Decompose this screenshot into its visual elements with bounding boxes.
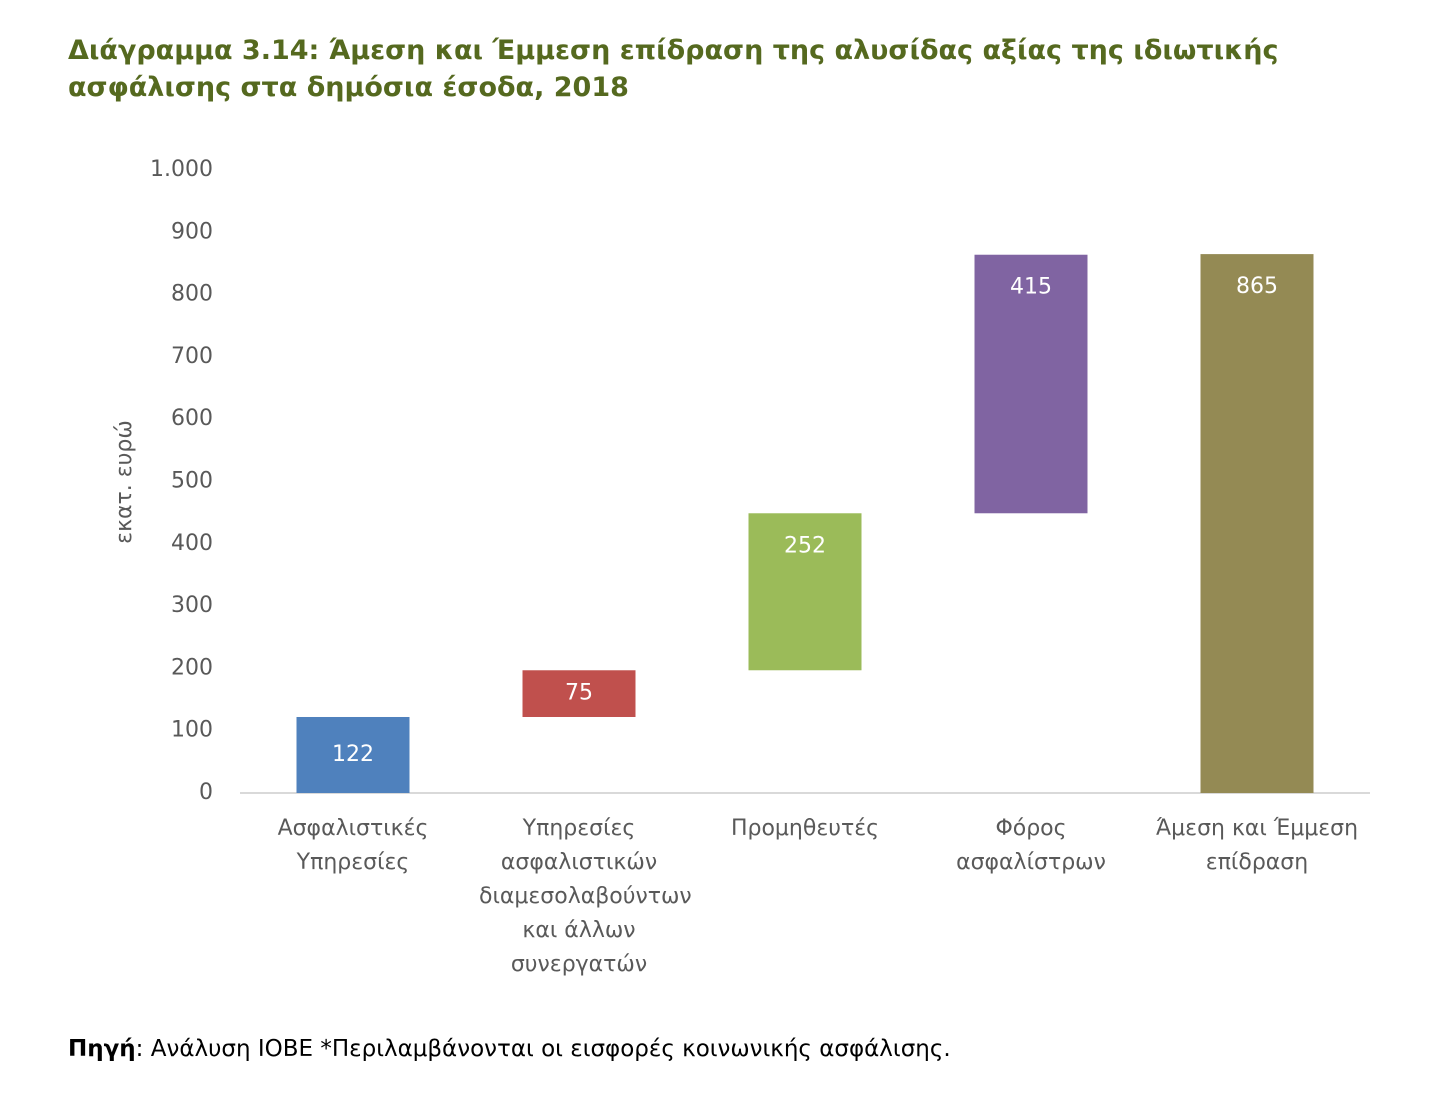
y-tick-label: 0 (199, 780, 213, 805)
data-label: 252 (784, 533, 826, 558)
y-tick-label: 200 (171, 655, 213, 680)
y-tick-label: 500 (171, 469, 213, 494)
x-tick-label: Άμεση και Έμμεση επίδραση (1155, 816, 1359, 875)
x-tick-label: Ασφαλιστικές Υπηρεσίες (277, 816, 429, 875)
x-tick-label: Προμηθευτές (730, 816, 880, 841)
source-text: : Ανάλυση ΙΟΒΕ *Περιλαμβάνονται οι εισφο… (135, 1036, 951, 1062)
y-axis-label: εκατ. ευρώ (112, 420, 137, 544)
y-tick-label: 100 (171, 718, 213, 743)
y-tick-label: 800 (171, 282, 213, 307)
y-tick-label: 700 (171, 344, 213, 369)
x-tick-label: Φόρος ασφαλίστρων (956, 816, 1106, 875)
y-tick-label: 300 (171, 593, 213, 618)
bar (1200, 254, 1314, 794)
y-tick-label: 400 (171, 531, 213, 556)
x-tick-label: Υπηρεσίες ασφαλιστικών διαμεσολαβούντων … (479, 816, 692, 977)
data-label: 75 (565, 681, 593, 706)
source-note: Πηγή: Ανάλυση ΙΟΒΕ *Περιλαμβάνονται οι ε… (68, 1036, 951, 1062)
y-tick-label: 1.000 (150, 157, 213, 182)
y-tick-label: 600 (171, 406, 213, 431)
bar (522, 670, 636, 717)
bar (974, 254, 1088, 514)
source-label: Πηγή (68, 1036, 136, 1062)
data-label: 415 (1010, 275, 1052, 300)
y-tick-label: 900 (171, 219, 213, 244)
bar (296, 716, 410, 793)
bar (748, 513, 862, 671)
chart-title: Διάγραμμα 3.14: Άμεση και Έμμεση επίδρασ… (68, 35, 1279, 103)
data-label: 865 (1236, 274, 1278, 299)
data-label: 122 (332, 742, 374, 767)
